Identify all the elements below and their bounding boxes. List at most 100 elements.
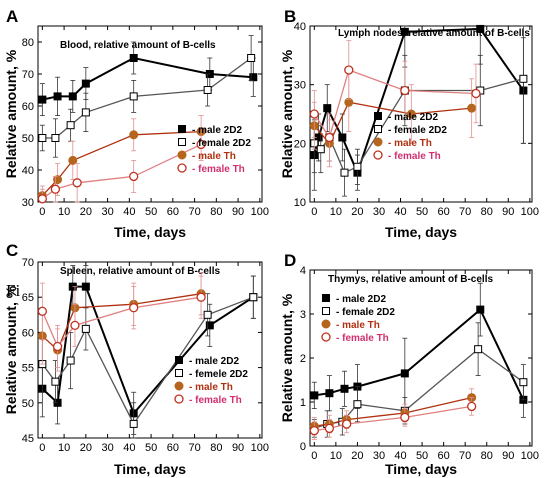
data-point bbox=[476, 305, 485, 314]
series-line bbox=[41, 143, 202, 200]
y-tick-label: 70 bbox=[22, 257, 34, 269]
y-tick-label: 80 bbox=[22, 37, 34, 49]
data-point bbox=[474, 345, 483, 354]
legend-entry: - female Th bbox=[336, 333, 389, 344]
data-point bbox=[519, 378, 528, 387]
data-point bbox=[247, 54, 256, 62]
data-point bbox=[400, 27, 409, 36]
series-0 bbox=[38, 41, 258, 116]
stray-text: Fi bbox=[6, 281, 20, 300]
data-point bbox=[467, 103, 477, 113]
data-point bbox=[249, 293, 258, 302]
data-point bbox=[66, 356, 75, 365]
x-tick-label: 100 bbox=[251, 206, 269, 218]
legend-marker bbox=[174, 394, 184, 404]
y-tick-label: 55 bbox=[22, 363, 34, 375]
series-3 bbox=[309, 40, 481, 162]
x-tick-label: 10 bbox=[58, 206, 70, 218]
data-point bbox=[53, 175, 63, 185]
data-point bbox=[51, 377, 60, 386]
x-tick-label: 70 bbox=[188, 442, 200, 454]
series-0 bbox=[38, 265, 258, 435]
x-tick-label: 80 bbox=[481, 206, 493, 218]
chart-title: Thymys, relative amount of B-cells bbox=[328, 274, 493, 285]
x-tick-label: 100 bbox=[251, 442, 269, 454]
y-tick-label: 10 bbox=[294, 197, 306, 209]
data-point bbox=[53, 92, 62, 101]
data-point bbox=[353, 162, 362, 171]
x-tick-label: 90 bbox=[232, 442, 244, 454]
data-point bbox=[316, 145, 325, 154]
y-tick-label: 40 bbox=[294, 21, 306, 33]
x-tick-label: 10 bbox=[330, 450, 342, 462]
x-tick-label: 80 bbox=[210, 442, 222, 454]
data-point bbox=[205, 321, 214, 330]
y-axis-label: Relative amount, % bbox=[3, 285, 19, 414]
y-axis-label: Relative amount, % bbox=[3, 49, 19, 178]
x-tick-label: 50 bbox=[416, 206, 428, 218]
x-tick-label: 0 bbox=[39, 442, 45, 454]
series-2 bbox=[37, 115, 206, 203]
series-line bbox=[314, 396, 472, 427]
legend-entry: - male Th bbox=[192, 151, 236, 162]
legend-entry: - female Th bbox=[388, 151, 441, 162]
x-tick-label: 40 bbox=[123, 442, 135, 454]
data-point bbox=[70, 320, 80, 331]
x-tick-label: 60 bbox=[438, 450, 450, 462]
data-point bbox=[324, 132, 335, 143]
legend-entry: - femele 2D2 bbox=[189, 369, 248, 380]
series-0 bbox=[310, 24, 528, 191]
x-tick-label: 50 bbox=[416, 450, 428, 462]
data-point bbox=[81, 79, 90, 88]
x-tick-label: 30 bbox=[101, 206, 113, 218]
panel-label: D bbox=[284, 251, 296, 270]
x-tick-label: 30 bbox=[373, 450, 385, 462]
x-axis-label: Time, days bbox=[385, 224, 457, 240]
data-point bbox=[476, 24, 485, 33]
y-tick-label: 20 bbox=[294, 138, 306, 150]
series-3 bbox=[37, 127, 206, 204]
x-tick-label: 90 bbox=[232, 206, 244, 218]
data-point bbox=[338, 133, 347, 142]
x-tick-label: 10 bbox=[330, 206, 342, 218]
chart-title: Blood, relative amount of B-cells bbox=[60, 40, 216, 51]
x-tick-label: 30 bbox=[101, 442, 113, 454]
legend: - male 2D2 - femele 2D2 - male Th - female … bbox=[174, 356, 248, 406]
data-point bbox=[519, 74, 528, 83]
legend-marker bbox=[177, 150, 187, 160]
legend-marker bbox=[321, 332, 331, 342]
x-tick-label: 20 bbox=[351, 450, 363, 462]
legend-entry: - female Th bbox=[189, 395, 242, 406]
legend-entry: - female Th bbox=[192, 164, 245, 175]
legend-entry: - female 2D2 bbox=[192, 138, 251, 149]
panel-label: A bbox=[6, 7, 18, 26]
legend-marker bbox=[175, 369, 183, 377]
y-tick-label: 65 bbox=[22, 292, 34, 304]
legend-marker bbox=[373, 150, 383, 160]
x-tick-label: 0 bbox=[39, 206, 45, 218]
legend: - male 2D2 - female 2D2 - male Th - female … bbox=[373, 112, 447, 162]
x-tick-label: 70 bbox=[459, 206, 471, 218]
x-tick-label: 40 bbox=[394, 450, 406, 462]
data-point bbox=[37, 194, 47, 204]
data-point bbox=[50, 184, 61, 194]
legend-marker bbox=[321, 319, 331, 329]
y-tick-label: 1 bbox=[300, 397, 306, 409]
data-point bbox=[400, 412, 410, 423]
y-tick-label: 30 bbox=[22, 197, 34, 209]
x-tick-label: 80 bbox=[481, 450, 493, 462]
x-tick-label: 50 bbox=[145, 442, 157, 454]
data-point bbox=[309, 425, 319, 436]
data-point bbox=[129, 54, 138, 62]
data-point bbox=[341, 419, 352, 429]
data-point bbox=[203, 310, 212, 319]
x-axis-label: Time, days bbox=[114, 461, 186, 477]
series-3 bbox=[37, 275, 206, 369]
legend-entry: - male 2D2 bbox=[336, 294, 386, 305]
data-point bbox=[406, 109, 416, 119]
data-point bbox=[129, 419, 138, 428]
y-tick-label: 45 bbox=[22, 433, 34, 445]
x-tick-label: 20 bbox=[80, 442, 92, 454]
x-tick-label: 90 bbox=[502, 450, 514, 462]
data-point bbox=[68, 155, 78, 165]
